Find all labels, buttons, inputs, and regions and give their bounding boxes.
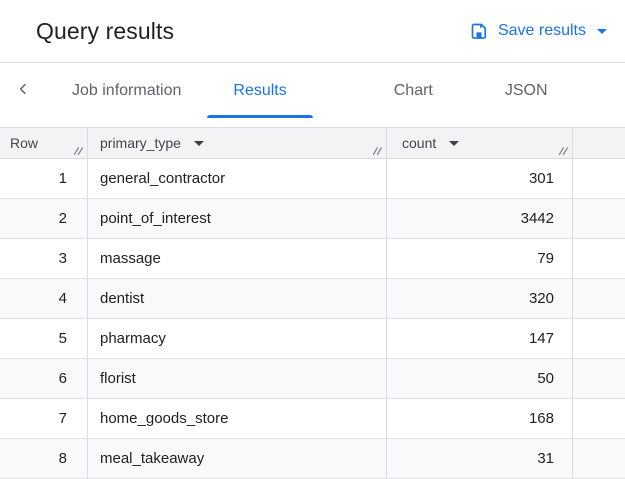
primary-type-cell: general_contractor	[88, 159, 387, 198]
column-resize-handle-icon[interactable]	[72, 144, 84, 156]
table-row: 2 point_of_interest 3442	[0, 199, 625, 239]
primary-type-cell: meal_takeaway	[88, 439, 387, 478]
primary-type-cell: dentist	[88, 279, 387, 318]
column-header-count: count	[387, 128, 573, 158]
column-header-row: Row	[0, 128, 88, 158]
count-cell: 301	[387, 159, 573, 198]
column-label: Row	[10, 135, 39, 151]
column-label: count	[402, 135, 437, 151]
results-table: Row primary_type count	[0, 127, 625, 479]
column-menu-caret-icon[interactable]	[449, 140, 460, 146]
table-row: 3 massage 79	[0, 239, 625, 279]
column-menu-caret-icon[interactable]	[193, 140, 204, 146]
row-number-cell: 6	[0, 359, 88, 398]
tab-label: Results	[233, 81, 287, 99]
tabbar: Job information Results Chart JSON	[0, 63, 625, 118]
count-cell: 3442	[387, 199, 573, 238]
count-cell: 147	[387, 319, 573, 358]
spacer-cell	[573, 439, 625, 478]
tab-label: Job information	[72, 81, 182, 99]
row-number-cell: 8	[0, 439, 88, 478]
tab-results[interactable]: Results	[207, 63, 314, 118]
table-row: 7 home_goods_store 168	[0, 399, 625, 439]
primary-type-cell: point_of_interest	[88, 199, 387, 238]
row-number-cell: 1	[0, 159, 88, 198]
primary-type-cell: pharmacy	[88, 319, 387, 358]
row-number-cell: 5	[0, 319, 88, 358]
tab-chart[interactable]: Chart	[368, 63, 459, 118]
primary-type-cell: florist	[88, 359, 387, 398]
table-body: 1 general_contractor 301 2 point_of_inte…	[0, 159, 625, 479]
column-resize-handle-icon[interactable]	[557, 144, 569, 156]
row-number-cell: 3	[0, 239, 88, 278]
chevron-left-icon	[14, 80, 32, 101]
column-header-primary-type: primary_type	[88, 128, 387, 158]
count-cell: 79	[387, 239, 573, 278]
spacer-cell	[573, 319, 625, 358]
page-title: Query results	[36, 17, 175, 44]
count-cell: 31	[387, 439, 573, 478]
tab-label: Chart	[393, 81, 433, 99]
row-number-cell: 7	[0, 399, 88, 438]
caret-down-icon	[597, 28, 607, 34]
count-cell: 168	[387, 399, 573, 438]
count-cell: 50	[387, 359, 573, 398]
table-row: 8 meal_takeaway 31	[0, 439, 625, 479]
row-number-cell: 2	[0, 199, 88, 238]
save-icon	[469, 21, 489, 41]
primary-type-cell: home_goods_store	[88, 399, 387, 438]
table-header-row: Row primary_type count	[0, 127, 625, 159]
tab-job-information[interactable]: Job information	[46, 63, 207, 118]
table-row: 1 general_contractor 301	[0, 159, 625, 199]
scroll-tabs-left-button[interactable]	[0, 63, 46, 118]
spacer-cell	[573, 159, 625, 198]
column-header-spacer	[573, 128, 625, 158]
table-row: 6 florist 50	[0, 359, 625, 399]
spacer-cell	[573, 239, 625, 278]
save-results-button[interactable]: Save results	[467, 17, 609, 45]
table-row: 4 dentist 320	[0, 279, 625, 319]
spacer-cell	[573, 359, 625, 398]
table-row: 5 pharmacy 147	[0, 319, 625, 359]
titlebar: Query results Save results	[0, 0, 625, 63]
spacer-cell	[573, 199, 625, 238]
spacer-cell	[573, 399, 625, 438]
tabbar-spacer	[0, 118, 625, 127]
tab-label: JSON	[504, 81, 548, 99]
save-results-label: Save results	[497, 22, 586, 39]
primary-type-cell: massage	[88, 239, 387, 278]
column-label: primary_type	[100, 135, 181, 151]
column-resize-handle-icon[interactable]	[371, 144, 383, 156]
spacer-cell	[573, 279, 625, 318]
count-cell: 320	[387, 279, 573, 318]
tab-json[interactable]: JSON	[487, 63, 566, 118]
row-number-cell: 4	[0, 279, 88, 318]
